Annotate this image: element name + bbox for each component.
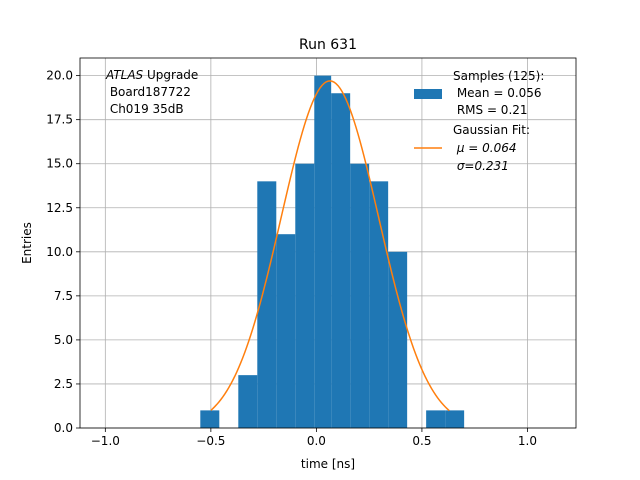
legend-samples-swatch — [414, 89, 442, 99]
y-tick-label: 15.0 — [46, 157, 73, 171]
histogram-bar — [257, 181, 277, 428]
channel-label: Ch019 35dB — [106, 102, 184, 116]
y-tick-label: 5.0 — [54, 333, 73, 347]
legend-samples-mean: Mean = 0.056 — [453, 86, 542, 100]
y-tick-label: 17.5 — [46, 113, 73, 127]
histogram-bar — [295, 163, 315, 428]
legend-samples-rms: RMS = 0.21 — [453, 103, 528, 117]
y-tick-label: 7.5 — [54, 289, 73, 303]
x-axis-label: time [ns] — [301, 457, 355, 471]
legend-fit-sigma: σ=0.231 — [453, 159, 509, 173]
histogram-bar — [276, 234, 296, 428]
y-axis-ticks: 0.0 2.5 5.0 7.5 10.0 12.5 15.0 17.5 20.0 — [46, 69, 80, 435]
x-tick-label: 0.5 — [412, 434, 431, 448]
histogram-bar — [426, 410, 446, 428]
histogram-bar — [331, 93, 351, 428]
x-tick-label: 0.0 — [307, 434, 326, 448]
y-tick-label: 10.0 — [46, 245, 73, 259]
legend-fit-mu: μ = 0.064 — [453, 141, 517, 155]
x-tick-label: 1.0 — [518, 434, 537, 448]
y-tick-label: 2.5 — [54, 377, 73, 391]
atlas-upgrade: Upgrade — [143, 68, 198, 82]
histogram-bar — [200, 410, 220, 428]
histogram-bar — [369, 181, 389, 428]
histogram-bar — [238, 375, 258, 428]
axes-frame — [79, 57, 577, 429]
x-axis-ticks: −1.0 −0.5 0.0 0.5 1.0 — [91, 428, 537, 448]
y-tick-label: 0.0 — [54, 421, 73, 435]
x-tick-label: −0.5 — [196, 434, 225, 448]
legend-samples-title: Samples (125): — [453, 69, 544, 83]
histogram-bars — [200, 75, 465, 428]
atlas-italic: ATLAS — [105, 68, 144, 82]
y-axis-label: Entries — [20, 222, 34, 264]
histogram-bar — [350, 163, 370, 428]
histogram-bar — [314, 75, 332, 428]
board-label: Board187722 — [106, 85, 191, 99]
y-tick-label: 20.0 — [46, 69, 73, 83]
gaussian-fit-curve — [210, 80, 450, 412]
x-tick-label: −1.0 — [91, 434, 120, 448]
histogram-bar — [445, 410, 465, 428]
y-tick-label: 12.5 — [46, 201, 73, 215]
atlas-label: ATLAS Upgrade — [105, 68, 198, 82]
chart-title: Run 631 — [299, 37, 357, 53]
histogram-bar — [388, 251, 408, 428]
legend-fit-title: Gaussian Fit: — [453, 123, 530, 137]
